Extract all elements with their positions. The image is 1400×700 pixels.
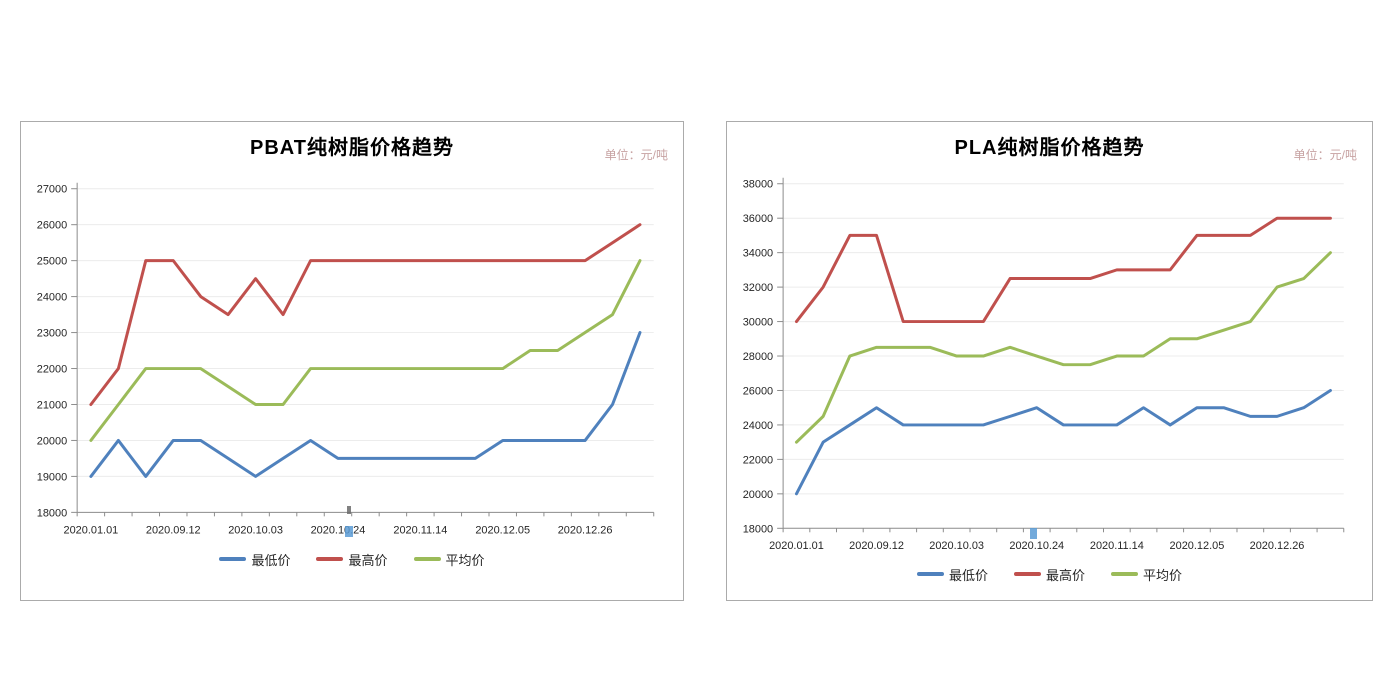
y-tick-label: 19000 <box>37 471 67 483</box>
max-line <box>89 223 642 407</box>
legend-label-min: 最低价 <box>251 552 291 568</box>
x-tick-label: 2020.11.14 <box>393 524 447 536</box>
pla-unit-label: 单位：元/吨 <box>1293 148 1357 162</box>
min-line <box>794 388 1332 496</box>
y-tick-label: 22000 <box>37 364 67 376</box>
x-tick-label: 2020.12.05 <box>1170 540 1225 552</box>
pla-plot: 18000 20000 22000 24000 26000 28000 30000 32000… <box>743 177 1345 552</box>
pbat-chart-panel: PBAT纯树脂价格趋势 单位：元/吨 18000 19000 20000 21000 2… <box>20 121 684 601</box>
y-tick-label: 32000 <box>743 282 773 294</box>
x-tick-label: 2020.11.14 <box>1090 540 1144 552</box>
x-tick-label: 2020.09.12 <box>146 524 201 536</box>
legend-label-avg: 平均价 <box>1143 567 1183 583</box>
y-tick-label: 18000 <box>37 507 67 519</box>
legend-item-min[interactable]: 最低价 <box>219 550 290 569</box>
y-tick-label: 34000 <box>743 248 773 260</box>
y-tick-label: 25000 <box>37 256 67 268</box>
x-tick-label: 2020.12.26 <box>1250 540 1305 552</box>
x-tick-label: 2020.10.03 <box>929 540 984 552</box>
x-tick-label: 2020.09.12 <box>849 540 904 552</box>
y-tick-label: 27000 <box>37 184 67 196</box>
cursor-artifact <box>1030 528 1037 539</box>
pbat-legend: 最低价 最高价 平均价 <box>21 550 683 568</box>
y-tick-label: 20000 <box>743 489 773 501</box>
x-tick-label: 2020.10.03 <box>228 524 283 536</box>
y-tick-label: 26000 <box>37 220 67 232</box>
y-tick-label: 23000 <box>37 328 67 340</box>
legend-item-min[interactable]: 最低价 <box>916 565 988 584</box>
max-line-swatch <box>1013 572 1041 576</box>
y-tick-label: 20000 <box>37 435 67 447</box>
tick-artifact <box>347 506 351 514</box>
y-tick-label: 18000 <box>743 523 773 535</box>
x-tick-label: 2020.12.26 <box>558 524 613 536</box>
y-tick-label: 24000 <box>743 420 773 432</box>
legend-item-avg[interactable]: 平均价 <box>413 550 485 569</box>
x-tick-label: 2020.01.01 <box>769 540 824 552</box>
legend-label-avg: 平均价 <box>445 552 485 568</box>
x-tick-label: 2020.10.24 <box>311 524 366 536</box>
y-tick-label: 38000 <box>743 179 773 191</box>
y-tick-label: 26000 <box>743 385 773 397</box>
pla-legend: 最低价 最高价 平均价 <box>727 565 1372 583</box>
y-tick-label: 22000 <box>743 454 773 466</box>
pbat-plot: 18000 19000 20000 21000 22000 23000 24000 25000… <box>37 182 655 536</box>
min-line <box>89 331 642 478</box>
avg-line <box>89 259 642 442</box>
legend-item-avg[interactable]: 平均价 <box>1111 565 1182 584</box>
legend-item-max[interactable]: 最高价 <box>1013 565 1085 584</box>
cursor-artifact <box>345 526 353 537</box>
pbat-chart-title: PBAT纯树脂价格趋势 <box>250 137 454 159</box>
legend-label-max: 最高价 <box>348 552 388 568</box>
y-tick-label: 28000 <box>743 351 773 363</box>
x-tick-label: 2020.12.05 <box>475 524 530 536</box>
x-tick-label: 2020.10.24 <box>1009 540 1064 552</box>
avg-line <box>794 251 1332 444</box>
x-tick-label: 2020.01.01 <box>64 524 119 536</box>
avg-line-swatch <box>413 557 441 561</box>
legend-label-min: 最低价 <box>948 567 988 583</box>
pla-chart-panel: PLA纯树脂价格趋势 单位：元/吨 18000 20000 22000 24000 26… <box>726 121 1373 601</box>
y-tick-label: 30000 <box>743 317 773 329</box>
y-tick-label: 21000 <box>37 399 67 411</box>
pbat-unit-label: 单位：元/吨 <box>604 148 668 162</box>
y-tick-label: 24000 <box>37 292 67 304</box>
min-line-swatch <box>916 572 944 576</box>
max-line <box>794 216 1332 324</box>
max-line-swatch <box>316 557 344 561</box>
min-line-swatch <box>219 557 247 561</box>
legend-label-max: 最高价 <box>1045 567 1085 583</box>
avg-line-swatch <box>1111 572 1138 576</box>
legend-item-max[interactable]: 最高价 <box>316 550 388 569</box>
pla-chart-title: PLA纯树脂价格趋势 <box>954 137 1145 159</box>
y-tick-label: 36000 <box>743 213 773 225</box>
